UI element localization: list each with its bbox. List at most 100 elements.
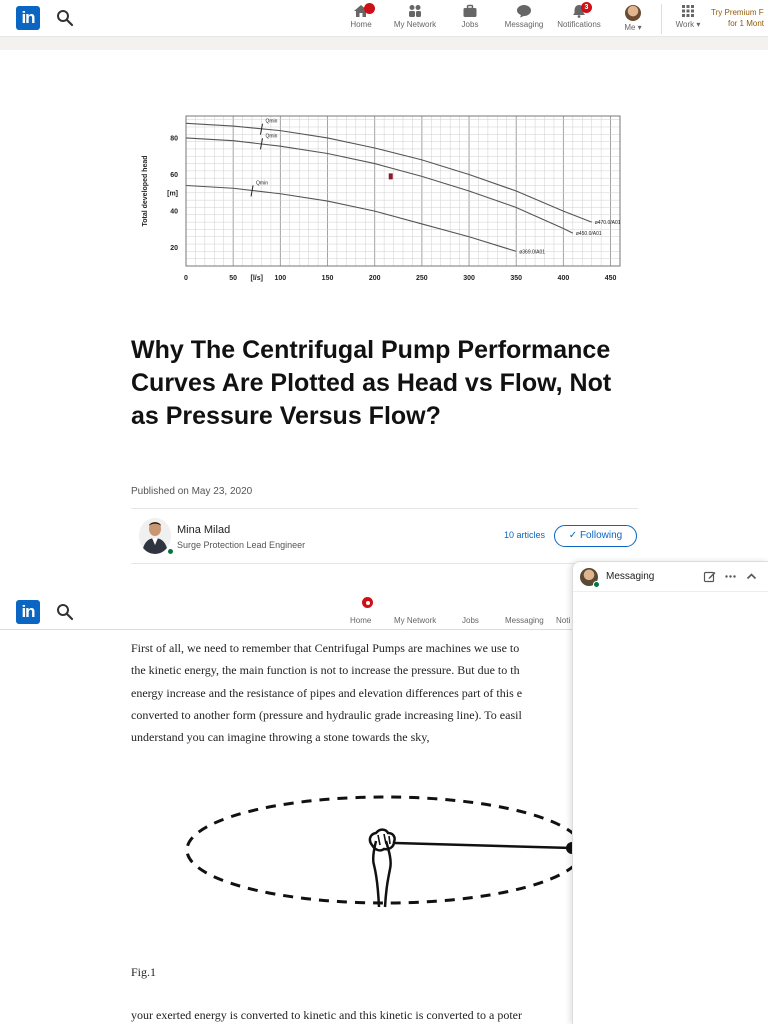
try-premium-link[interactable]: Try Premium F for 1 Mont [711, 7, 764, 29]
nav-home[interactable]: Home [331, 2, 391, 36]
nav-messaging[interactable]: Messaging [494, 2, 554, 36]
messaging-panel: Messaging [572, 561, 768, 1024]
following-label: Following [579, 530, 623, 541]
following-button[interactable]: ✓ Following [554, 525, 637, 547]
sticky-nav: in Home My Network Jobs Messaging Noti [0, 594, 572, 630]
x-tick-label: 150 [322, 275, 334, 282]
pump-curve-chart: 0 50 100 150 200 250 300 350 400 450 [l/s] 20 40 60 80… [130, 108, 638, 294]
more-options-icon[interactable] [724, 570, 737, 583]
y-unit-label: [m] [167, 190, 178, 197]
stone-throw-figure [180, 785, 572, 915]
series-label: ø369.0/A01 [519, 249, 545, 255]
nav-notifications[interactable]: Notifications 3 [549, 2, 609, 36]
paragraph-line: understand you can imagine throwing a st… [131, 730, 430, 745]
notifications-count-badge: 3 [581, 2, 592, 13]
x-tick-label: 300 [463, 275, 475, 282]
nav-jobs-label: Jobs [461, 20, 479, 29]
nav-my-network-label: My Network [393, 20, 437, 29]
paragraph-line: converted to another form (pressure and … [131, 707, 522, 722]
x-unit-label: [l/s] [251, 275, 263, 282]
messaging-title: Messaging [606, 571, 655, 582]
paragraph-line: the kinetic energy, the main function is… [131, 663, 520, 678]
y-axis-label: Total developed head [142, 155, 149, 226]
compose-icon[interactable] [703, 570, 716, 583]
author-avatar[interactable] [139, 518, 171, 554]
premium-line-1: Try Premium F [711, 8, 764, 17]
nav-me-label: Me ▾ [624, 23, 642, 32]
y-tick-label: 20 [170, 245, 178, 252]
home-notification-dot [362, 597, 373, 608]
author-name[interactable]: Mina Milad [177, 524, 231, 536]
check-icon: ✓ [568, 530, 578, 541]
grid-icon [682, 5, 694, 17]
y-tick-label: 60 [170, 172, 178, 179]
chevron-down-icon: ▾ [637, 23, 642, 32]
nav-divider [661, 4, 662, 34]
briefcase-icon [463, 4, 477, 17]
paragraph-line: First of all, we need to remember that C… [131, 641, 520, 655]
online-status-dot [166, 547, 175, 556]
qmin-marker [259, 138, 263, 150]
network-icon [409, 5, 421, 17]
stone-throw-drawing [185, 795, 572, 908]
nav-jobs[interactable]: Jobs [440, 2, 500, 36]
chevron-down-icon: ▾ [696, 20, 701, 29]
nav-work[interactable]: Work ▾ [658, 2, 718, 36]
cover-band [0, 37, 768, 50]
series-label: ø470.0/A01 [595, 220, 621, 226]
nav-my-network[interactable]: My Network [385, 2, 445, 36]
linkedin-logo[interactable]: in [16, 600, 40, 624]
messaging-header[interactable]: Messaging [573, 562, 768, 592]
sticky-nav-my-network[interactable]: My Network [394, 616, 437, 625]
nav-home-label: Home [350, 20, 372, 29]
sticky-nav-notifications[interactable]: Noti [556, 616, 571, 625]
x-tick-label: 50 [229, 275, 237, 282]
chart-svg: 0 50 100 150 200 250 300 350 400 450 [l/s] 20 40 60 80… [142, 115, 621, 282]
figure-caption: Fig.1 [131, 965, 157, 979]
sticky-nav-home[interactable]: Home [350, 616, 372, 625]
paragraph-line: your exerted energy is converted to kine… [131, 1008, 522, 1022]
search-icon[interactable] [56, 9, 74, 27]
nav-notifications-label: Notifications [557, 20, 601, 29]
home-notification-dot [364, 3, 375, 14]
qmin-annotation: Qmin [265, 133, 277, 139]
articles-count-link[interactable]: 10 articles [504, 530, 546, 540]
y-tick-label: 40 [170, 209, 178, 216]
y-tick-label: 80 [170, 135, 178, 142]
series-label: ø450.0/A01 [576, 231, 602, 237]
nav-work-label: Work ▾ [675, 20, 701, 29]
qmin-annotation: Qmin [256, 180, 268, 186]
online-status-dot [593, 581, 600, 588]
x-tick-label: 400 [558, 275, 570, 282]
x-tick-label: 250 [416, 275, 428, 282]
series-line [185, 184, 517, 252]
x-tick-label: 100 [275, 275, 287, 282]
article-paragraph: First of all, we need to remember that C… [131, 637, 572, 748]
x-tick-label: 0 [184, 275, 188, 282]
x-tick-label: 450 [605, 275, 617, 282]
sticky-nav-jobs[interactable]: Jobs [462, 616, 479, 625]
avatar [625, 5, 641, 21]
nav-me[interactable]: Me ▾ [603, 2, 663, 36]
premium-line-2: for 1 Mont [728, 19, 765, 28]
sticky-nav-messaging[interactable]: Messaging [505, 616, 544, 625]
author-role: Surge Protection Lead Engineer [177, 540, 306, 550]
x-tick-label: 350 [510, 275, 522, 282]
qmin-annotation: Qmin [265, 119, 277, 125]
plot-frame [185, 115, 621, 267]
series-line [185, 137, 574, 234]
linkedin-logo[interactable]: in [16, 6, 40, 30]
author-card: Mina Milad Surge Protection Lead Enginee… [131, 508, 638, 564]
operating-point-marker [388, 173, 393, 180]
chevron-up-icon[interactable] [745, 570, 758, 583]
top-nav: in Home My Network Jobs Messaging Notifi… [0, 0, 768, 37]
article-title: Why The Centrifugal Pump Performance Cur… [131, 336, 612, 430]
paragraph-line: energy increase and the resistance of pi… [131, 685, 523, 700]
search-icon[interactable] [56, 603, 74, 621]
qmin-marker [250, 185, 254, 197]
series-line [185, 122, 592, 223]
qmin-marker [259, 123, 263, 135]
nav-messaging-label: Messaging [504, 20, 544, 29]
x-tick-label: 200 [369, 275, 381, 282]
